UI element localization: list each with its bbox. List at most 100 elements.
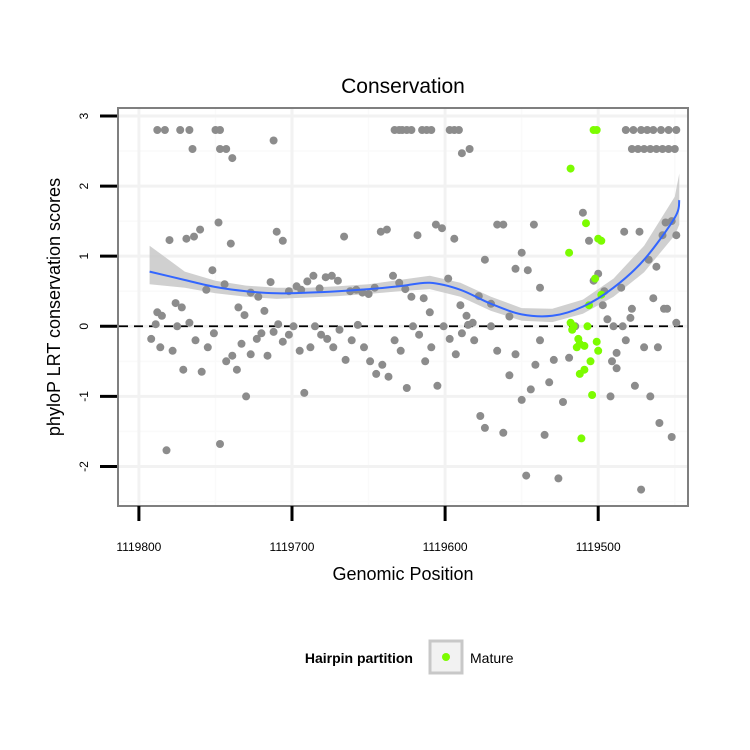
data-point-other	[232, 365, 241, 374]
data-point-other	[505, 371, 514, 380]
data-point-mature	[592, 337, 601, 346]
data-point-other	[578, 208, 587, 217]
data-point-other	[531, 360, 540, 369]
data-point-other	[554, 474, 563, 483]
data-point-other	[522, 471, 531, 480]
data-point-mature	[588, 391, 597, 399]
data-point-other	[540, 430, 549, 439]
data-point-other	[529, 220, 538, 229]
legend-key-mature-dot	[442, 653, 450, 661]
data-point-other	[395, 278, 404, 287]
data-point-other	[445, 334, 454, 343]
data-point-other	[549, 355, 558, 364]
y-tick-label: -2	[77, 461, 91, 472]
x-tick-label: 1119600	[423, 540, 468, 554]
data-point-other	[234, 303, 243, 312]
data-point-other	[499, 220, 508, 229]
data-point-other	[661, 218, 670, 227]
data-point-other	[438, 224, 446, 233]
data-point-other	[409, 322, 417, 331]
legend-title: Hairpin partition	[305, 650, 413, 666]
data-point-other	[652, 145, 661, 153]
data-point-other	[303, 277, 312, 286]
data-point-other	[382, 225, 391, 234]
data-point-other	[415, 330, 424, 339]
data-points	[147, 126, 681, 494]
data-point-other	[321, 273, 330, 282]
data-point-other	[425, 308, 434, 317]
data-point-other	[454, 126, 463, 134]
data-point-other	[617, 283, 626, 292]
data-point-other	[147, 334, 156, 343]
chart-title: Conservation	[341, 75, 465, 98]
data-point-other	[157, 311, 166, 320]
data-point-other	[618, 322, 627, 331]
data-point-other	[372, 369, 381, 378]
data-point-other	[660, 304, 668, 313]
data-point-other	[185, 126, 194, 134]
data-point-other	[185, 318, 194, 327]
data-point-other	[646, 392, 655, 401]
data-point-other	[413, 231, 422, 240]
data-point-other	[278, 337, 287, 346]
data-point-other	[317, 330, 326, 339]
x-axis-title: Genomic Position	[332, 564, 473, 584]
data-point-other	[621, 336, 630, 345]
data-point-other	[323, 334, 332, 343]
data-point-other	[407, 126, 416, 134]
data-point-other	[664, 126, 673, 134]
data-point-other	[603, 315, 612, 324]
data-point-other	[640, 343, 649, 352]
data-point-other	[465, 145, 474, 153]
data-point-other	[153, 126, 162, 134]
data-point-mature	[583, 322, 592, 331]
data-point-other	[376, 227, 385, 236]
data-point-other	[526, 385, 535, 394]
data-point-other	[419, 294, 428, 303]
data-point-other	[333, 276, 342, 285]
data-point-other	[652, 262, 661, 271]
data-point-other	[457, 329, 466, 338]
data-point-other	[190, 232, 198, 241]
data-point-other	[396, 346, 405, 355]
data-point-other	[260, 306, 269, 315]
data-point-other	[431, 220, 440, 229]
y-tick-label: 1	[77, 253, 91, 260]
data-point-other	[177, 303, 186, 312]
data-point-other	[165, 236, 174, 245]
x-tick-label: 1119700	[270, 540, 315, 554]
data-point-mature	[582, 219, 590, 228]
data-point-other	[646, 145, 655, 153]
smooth-curve-layer	[149, 199, 681, 318]
data-point-other	[269, 327, 278, 336]
data-point-other	[401, 285, 410, 294]
data-point-other	[620, 227, 629, 236]
data-point-other	[653, 343, 662, 352]
data-point-other	[309, 271, 318, 280]
data-point-other	[179, 365, 188, 374]
data-point-other	[407, 292, 416, 301]
data-point-other	[427, 126, 436, 134]
data-point-other	[242, 392, 251, 401]
data-point-other	[433, 381, 442, 390]
data-point-other	[182, 234, 191, 243]
data-point-mature	[594, 346, 603, 355]
data-point-other	[421, 357, 430, 366]
data-point-other	[493, 220, 502, 229]
legend-label-mature: Mature	[470, 650, 514, 666]
data-point-other	[228, 351, 237, 360]
data-point-other	[196, 225, 205, 234]
data-point-other	[612, 364, 621, 373]
data-point-other	[278, 236, 287, 245]
data-point-other	[559, 398, 567, 406]
data-point-mature	[592, 126, 601, 134]
data-point-other	[487, 322, 495, 331]
data-point-other	[565, 353, 574, 362]
data-point-mature	[565, 248, 574, 257]
data-point-other	[306, 343, 315, 352]
data-point-other	[315, 284, 324, 293]
data-point-other	[364, 290, 373, 298]
data-point-other	[360, 343, 368, 352]
data-point-other	[456, 301, 465, 310]
